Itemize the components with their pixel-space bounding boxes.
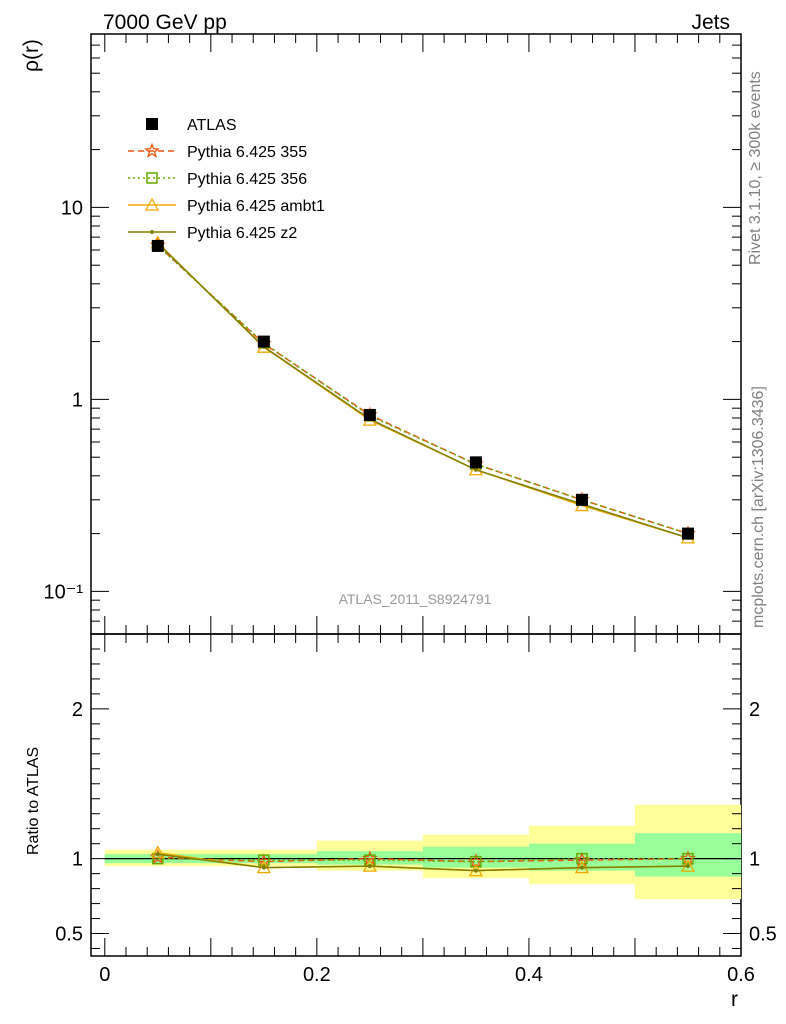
data-point-atlas: [469, 456, 482, 469]
x-axis-label: r: [731, 988, 738, 1011]
legend-label: ATLAS: [187, 117, 237, 134]
data-point-atlas: [363, 408, 376, 421]
data-point-pythia-6-425-ambt1: [468, 462, 484, 476]
legend-marker: [146, 172, 158, 184]
legend-marker: [146, 118, 158, 130]
legend-label: Pythia 6.425 z2: [187, 225, 297, 242]
uncertainty-band-inner: [316, 851, 423, 865]
ratio-line-pythia-6-425-356: [157, 857, 688, 863]
mcplots-label: mcplots.cern.ch [arXiv:1306.3436]: [750, 386, 767, 628]
y-tick-label-right: 1: [749, 849, 760, 871]
legend-label: Pythia 6.425 ambt1: [187, 198, 325, 215]
ratio-point-pythia-6-425-356: [470, 855, 482, 868]
ratio-point-pythia-6-425-356: [576, 852, 588, 865]
uncertainty-band-inner: [634, 833, 741, 877]
main-y-axis-label: ρ(r): [20, 39, 43, 72]
legend-label: Pythia 6.425 356: [187, 171, 307, 188]
data-point-atlas: [575, 493, 588, 506]
ratio-point-pythia-6-425-z2: [155, 852, 160, 857]
header-right: Jets: [691, 11, 730, 34]
y-tick-label: 1: [72, 389, 83, 411]
x-tick-label: 0.6: [727, 964, 755, 986]
y-tick-label: 10⁻¹: [44, 581, 84, 603]
legend-marker: [144, 197, 160, 211]
legend-marker: [150, 230, 154, 234]
ratio-y-axis-label: Ratio to ATLAS: [25, 747, 42, 855]
y-tick-label: 10: [61, 197, 83, 219]
series-line-pythia-6-425-355: [157, 244, 689, 535]
legend-marker: [144, 142, 160, 158]
ratio-point-pythia-6-425-z2: [685, 864, 690, 869]
ratio-point-pythia-6-425-z2: [367, 864, 372, 869]
ratio-point-pythia-6-425-z2: [579, 865, 584, 870]
data-point-atlas: [151, 239, 164, 252]
ratio-point-pythia-6-425-ambt1: [150, 845, 165, 859]
y-tick-label: 2: [72, 699, 83, 721]
series-line-pythia-6-425-z2: [157, 242, 689, 539]
x-tick-label: 0.4: [515, 964, 543, 986]
ratio-point-pythia-6-425-356: [258, 854, 270, 866]
ratio-point-pythia-6-425-z2: [261, 865, 266, 870]
ratio-line-pythia-6-425-z2: [157, 853, 689, 872]
legend-label: Pythia 6.425 355: [187, 144, 307, 161]
data-point-atlas: [681, 527, 694, 540]
x-tick-label: 0: [99, 964, 110, 986]
ratio-point-pythia-6-425-356: [682, 852, 694, 865]
y-tick-label-right: 2: [749, 699, 760, 721]
y-tick-label: 1: [72, 849, 83, 871]
series-line-pythia-6-425-ambt1: [157, 242, 689, 539]
watermark: ATLAS_2011_S8924791: [339, 591, 492, 607]
data-point-atlas: [257, 335, 270, 348]
ratio-frame: [90, 633, 742, 957]
x-tick-label: 0.2: [303, 964, 331, 986]
y-tick-label: 0.5: [55, 924, 83, 946]
rivet-label: Rivet 3.1.10, ≥ 300k events: [747, 71, 764, 265]
series-line-pythia-6-425-356: [157, 245, 689, 535]
ratio-point-pythia-6-425-z2: [473, 868, 478, 873]
main-panel: 10 1 10⁻¹ ATLAS Pythia 6.425 355 Pythia 6.425…: [44, 33, 742, 635]
y-tick-label-right: 0.5: [749, 924, 777, 946]
ratio-panel: 2 2 1 1 0.5 0.5 0 0.2 0.4 0.6: [55, 633, 777, 986]
header-left: 7000 GeV pp: [103, 11, 227, 34]
data-point-pythia-6-425-z2: [473, 467, 478, 472]
